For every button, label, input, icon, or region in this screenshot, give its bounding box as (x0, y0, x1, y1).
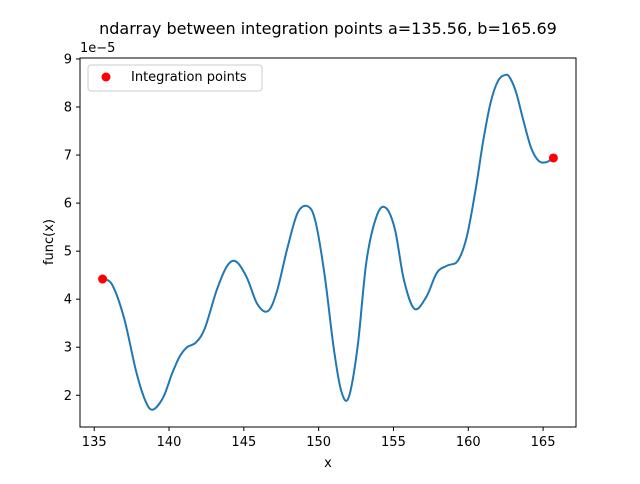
x-tick-label: 140 (157, 435, 182, 450)
y-tick-label: 3 (64, 341, 72, 356)
x-tick-label: 135 (82, 435, 107, 450)
x-tick-label: 165 (531, 435, 556, 450)
x-axis-label: x (324, 456, 332, 471)
integration-point (548, 153, 558, 163)
y-tick-label: 4 (64, 293, 72, 308)
chart-title: ndarray between integration points a=135… (99, 19, 557, 38)
y-axis-offset-label: 1e−5 (80, 41, 115, 56)
y-tick-label: 6 (64, 197, 72, 212)
x-tick-label: 145 (231, 435, 256, 450)
y-tick-label: 7 (64, 149, 72, 164)
x-axis-ticks: 135 140 145 150 155 160 165 (82, 427, 556, 450)
y-tick-label: 9 (64, 52, 72, 67)
x-tick-label: 155 (381, 435, 406, 450)
y-axis-label: func(x) (42, 219, 57, 265)
axes-frame (79, 57, 577, 428)
y-tick-label: 5 (64, 245, 72, 260)
integration-point (98, 274, 108, 284)
integration-points (98, 153, 558, 284)
legend: Integration points (87, 64, 263, 92)
plot-area (98, 73, 558, 411)
x-tick-label: 160 (456, 435, 481, 450)
series-line (101, 73, 555, 411)
y-tick-label: 8 (64, 101, 72, 116)
legend-label: Integration points (131, 70, 247, 85)
y-tick-label: 2 (64, 389, 72, 404)
legend-marker (101, 72, 111, 82)
y-axis-ticks: 2 3 4 5 6 7 8 9 (64, 52, 80, 404)
x-tick-label: 150 (306, 435, 331, 450)
legend-box (87, 64, 263, 92)
